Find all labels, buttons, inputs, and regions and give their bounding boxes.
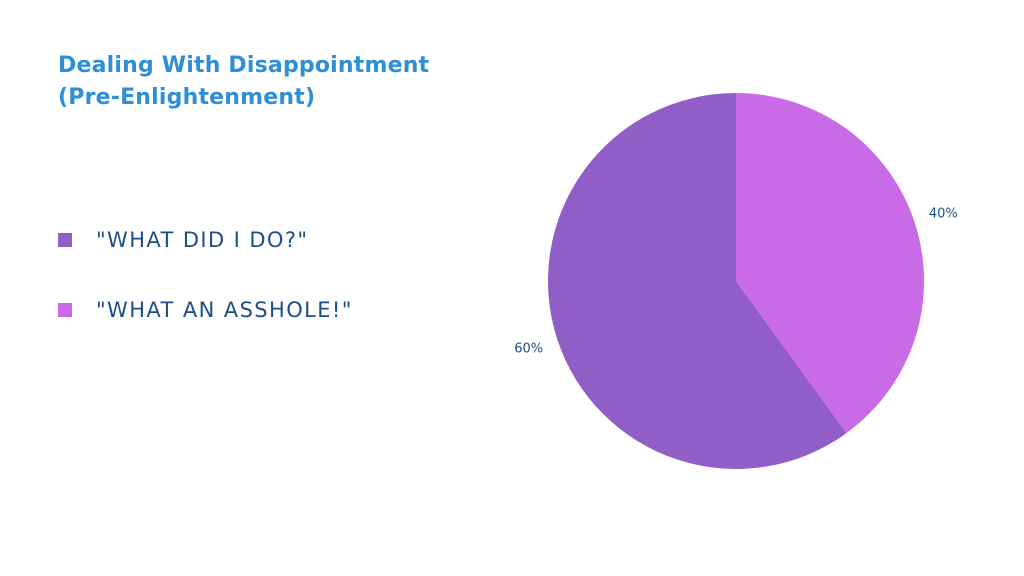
chart-title: Dealing With Disappointment xyxy=(58,53,430,78)
slice-value-label: 60% xyxy=(514,341,543,356)
legend-swatch xyxy=(58,233,72,247)
slice-value-label: 40% xyxy=(929,207,958,222)
pie-slice-what-did-i-do xyxy=(547,93,847,469)
legend-item-what-an-asshole: "WHAT AN ASSHOLE!" xyxy=(58,296,353,324)
chart-subtitle: (Pre-Enlightenment) xyxy=(58,85,316,110)
legend-item-what-did-i-do: "WHAT DID I DO?" xyxy=(58,226,353,254)
chart-title-block: Dealing With Disappointment (Pre-Enlight… xyxy=(58,50,429,114)
legend-label: "WHAT DID I DO?" xyxy=(96,228,309,252)
legend-label: "WHAT AN ASSHOLE!" xyxy=(96,298,353,322)
legend-swatch xyxy=(58,303,72,317)
chart-legend: "WHAT DID I DO?" "WHAT AN ASSHOLE!" xyxy=(58,226,353,366)
pie-slice-what-an-asshole xyxy=(736,93,924,434)
